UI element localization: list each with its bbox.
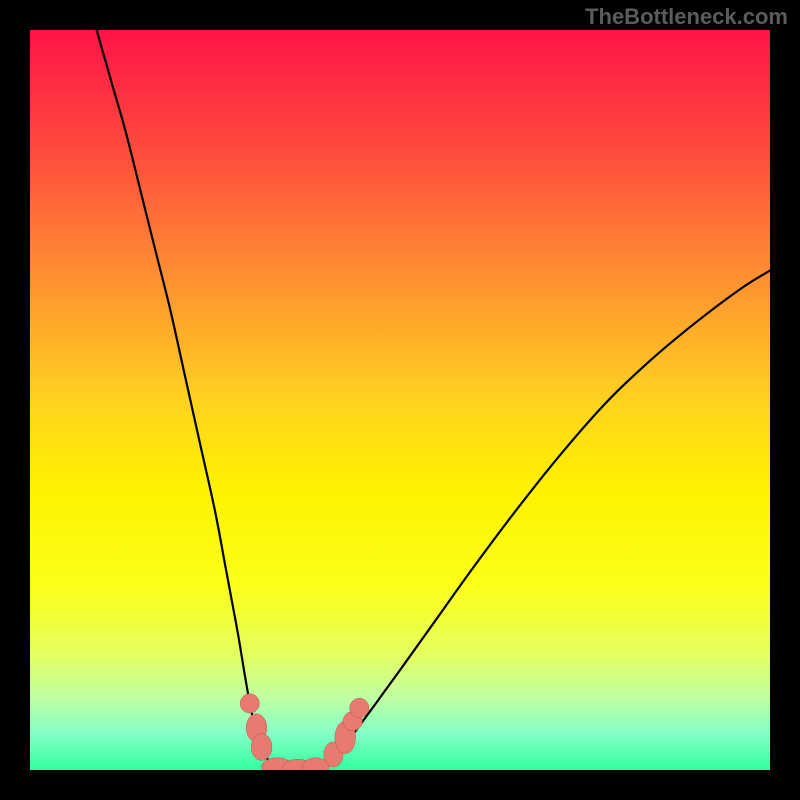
plot-area	[30, 30, 770, 770]
curve-marker	[240, 694, 259, 713]
watermark-text: TheBottleneck.com	[585, 4, 788, 30]
marker-group	[240, 694, 369, 770]
curve-marker	[350, 698, 369, 717]
left-curve	[97, 30, 282, 769]
right-curve	[311, 271, 770, 769]
curve-svg	[30, 30, 770, 770]
curve-marker	[251, 734, 272, 761]
chart-container: TheBottleneck.com	[0, 0, 800, 800]
